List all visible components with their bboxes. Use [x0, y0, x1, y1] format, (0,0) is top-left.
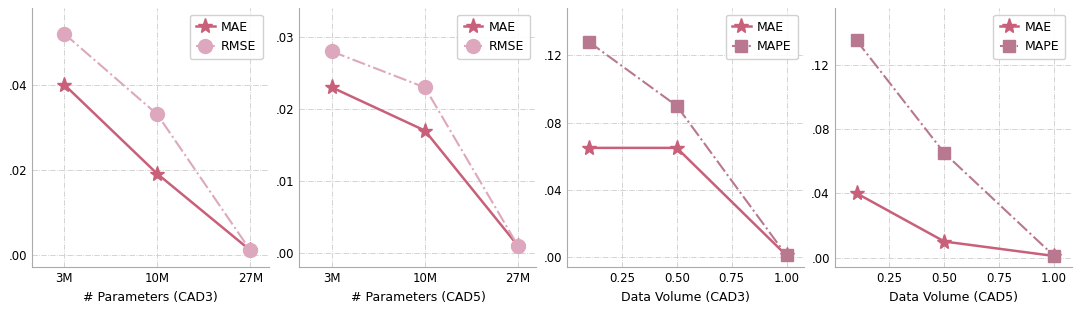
X-axis label: # Parameters (CAD5): # Parameters (CAD5)	[351, 291, 485, 304]
Line: RMSE: RMSE	[57, 27, 257, 257]
MAPE	[582, 40, 595, 44]
X-axis label: # Parameters (CAD3): # Parameters (CAD3)	[83, 291, 218, 304]
RMSE	[418, 85, 431, 89]
RMSE	[512, 244, 525, 247]
MAPE	[937, 151, 950, 155]
Line: MAE: MAE	[849, 186, 1062, 264]
RMSE	[325, 50, 338, 53]
X-axis label: Data Volume (CAD5): Data Volume (CAD5)	[889, 291, 1017, 304]
MAE	[512, 244, 525, 247]
Legend: MAE, RMSE: MAE, RMSE	[457, 15, 530, 59]
MAE	[58, 83, 71, 87]
MAE	[780, 254, 793, 257]
MAPE	[671, 104, 684, 108]
Line: MAE: MAE	[581, 140, 794, 263]
MAPE	[780, 254, 793, 257]
RMSE	[58, 32, 71, 36]
Legend: MAE, MAPE: MAE, MAPE	[726, 15, 798, 59]
MAE	[151, 172, 164, 176]
Line: MAE: MAE	[324, 80, 526, 253]
Legend: MAE, RMSE: MAE, RMSE	[190, 15, 262, 59]
MAE	[1048, 254, 1061, 258]
Legend: MAE, MAPE: MAE, MAPE	[994, 15, 1065, 59]
RMSE	[151, 113, 164, 116]
Line: MAPE: MAPE	[850, 34, 1061, 262]
MAE	[937, 240, 950, 243]
MAPE	[1048, 254, 1061, 258]
RMSE	[244, 248, 257, 252]
MAE	[418, 129, 431, 133]
MAE	[582, 146, 595, 150]
Line: MAE: MAE	[57, 77, 258, 258]
MAE	[325, 85, 338, 89]
MAE	[671, 146, 684, 150]
MAE	[244, 248, 257, 252]
MAPE	[850, 39, 863, 42]
Line: RMSE: RMSE	[325, 45, 525, 253]
Line: MAPE: MAPE	[583, 36, 793, 262]
MAE	[850, 191, 863, 195]
X-axis label: Data Volume (CAD3): Data Volume (CAD3)	[621, 291, 750, 304]
